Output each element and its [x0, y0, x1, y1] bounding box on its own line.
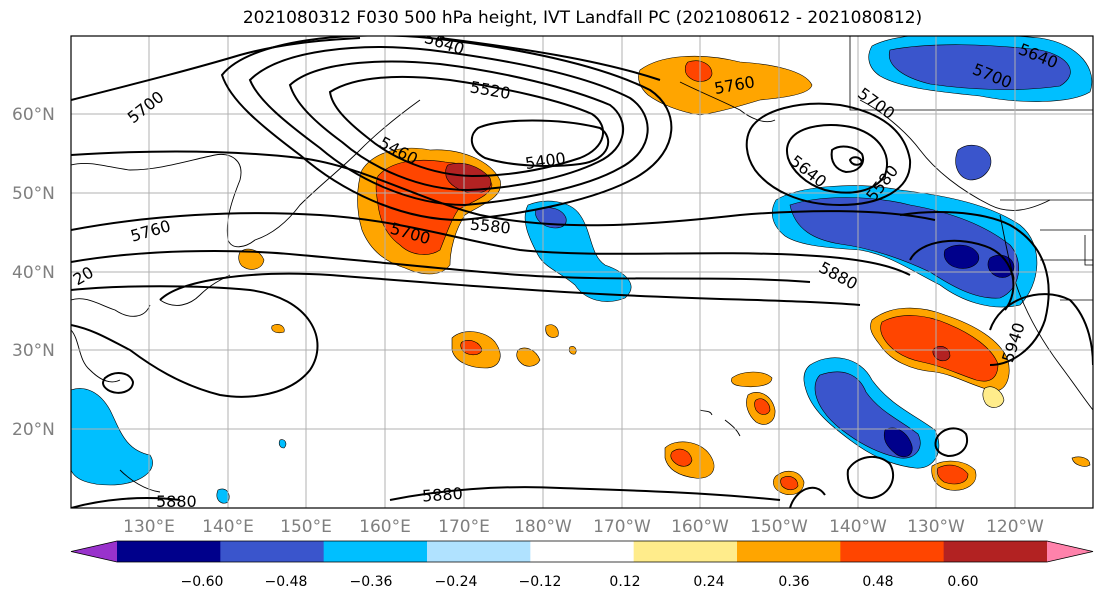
ivt-positive-shading	[238, 55, 1091, 495]
contour-label: 5880	[421, 484, 463, 506]
colorbar-swatch	[220, 541, 325, 562]
lon-tick-label: 160°E	[359, 517, 411, 537]
lon-tick-label: 130°W	[907, 517, 965, 537]
map-frame	[70, 35, 1094, 509]
colorbar-tick-label: 0.12	[609, 574, 640, 590]
lon-tick-label: 150°W	[750, 517, 808, 537]
lon-tick-label: 140°E	[202, 517, 254, 537]
latitude-ticks: 60°N 50°N 40°N 30°N 20°N	[12, 105, 55, 440]
ivt-negative-shading	[71, 36, 1093, 504]
contour-label: 5580	[469, 215, 511, 238]
lon-tick-label: 140°W	[829, 517, 887, 537]
lon-tick-label: 170°W	[593, 517, 651, 537]
lon-tick-label: 150°E	[280, 517, 332, 537]
lon-tick-label: 130°E	[123, 517, 175, 537]
colorbar-swatch	[117, 541, 221, 562]
colorbar-tick-labels: −0.60 −0.48 −0.36 −0.24 −0.12 0.12 0.24 …	[181, 574, 979, 590]
lat-tick-label: 20°N	[12, 420, 55, 440]
colorbar-tick-label: −0.24	[435, 574, 478, 590]
colorbar-swatch	[633, 541, 738, 562]
colorbar	[70, 540, 1094, 563]
contour-label: 5880	[156, 492, 197, 511]
colorbar-tick-label: 0.24	[693, 574, 724, 590]
map-area: 5640 5700 5520 5760 5400 5460 5580 5700 …	[71, 36, 1093, 511]
colorbar-swatch	[943, 541, 1048, 562]
colorbar-extend-high	[1047, 541, 1093, 562]
height-contours	[71, 36, 1093, 508]
map-title: 2021080312 F030 500 hPa height, IVT Land…	[242, 8, 923, 28]
longitude-ticks: 130°E 140°E 150°E 160°E 170°E 180°W 170°…	[123, 517, 1044, 537]
colorbar-swatch	[323, 541, 428, 562]
colorbar-tick-label: 0.48	[862, 574, 893, 590]
lon-tick-label: 180°W	[514, 517, 572, 537]
colorbar-tick-label: −0.48	[265, 574, 308, 590]
lat-tick-label: 30°N	[12, 341, 55, 361]
colorbar-tick-label: −0.12	[519, 574, 562, 590]
colorbar-extend-low	[71, 541, 117, 562]
colorbar-tick-label: −0.36	[350, 574, 393, 590]
lon-tick-label: 120°W	[986, 517, 1044, 537]
colorbar-swatch	[737, 541, 841, 562]
lat-tick-label: 60°N	[12, 105, 55, 125]
colorbar-swatch	[840, 541, 945, 562]
colorbar-swatch	[530, 541, 635, 562]
gridlines	[71, 36, 1093, 508]
colorbar-swatch	[427, 541, 531, 562]
colorbar-outline	[70, 540, 1094, 563]
colorbar-tick-label: 0.36	[778, 574, 809, 590]
lon-tick-label: 170°E	[438, 517, 490, 537]
colorbar-tick-label: 0.60	[947, 574, 978, 590]
lon-tick-label: 160°W	[671, 517, 729, 537]
lat-tick-label: 40°N	[12, 263, 55, 283]
lat-tick-label: 50°N	[12, 184, 55, 204]
colorbar-tick-label: −0.60	[181, 574, 224, 590]
